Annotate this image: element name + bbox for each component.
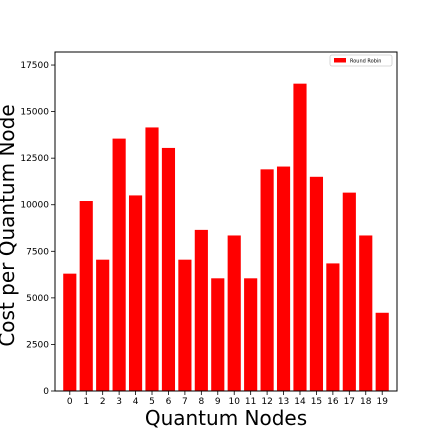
x-tick-label: 0: [67, 397, 73, 407]
x-tick-label: 17: [344, 397, 355, 407]
bar: [310, 177, 323, 391]
y-tick-label: 5000: [26, 294, 49, 304]
bar: [63, 274, 76, 391]
bar: [326, 263, 339, 391]
bar: [80, 201, 93, 391]
bar: [293, 84, 306, 391]
bar: [376, 313, 389, 391]
bar: [244, 278, 257, 391]
bar: [195, 230, 208, 391]
x-tick-label: 3: [116, 397, 122, 407]
bar: [211, 278, 224, 391]
bar: [228, 235, 241, 391]
x-tick-label: 18: [360, 397, 372, 407]
legend-swatch: [334, 58, 346, 63]
bar: [178, 260, 191, 391]
bar: [343, 193, 356, 391]
bar: [129, 195, 142, 391]
y-axis-title: Cost per Quantum Node: [0, 104, 19, 346]
y-tick-label: 7500: [26, 247, 49, 257]
x-tick-label: 4: [133, 397, 139, 407]
x-axis-title: Quantum Nodes: [145, 406, 307, 430]
bar: [145, 127, 158, 391]
bar: [162, 148, 175, 391]
bar: [113, 139, 126, 391]
x-tick-label: 1: [83, 397, 89, 407]
y-tick-label: 12500: [20, 154, 49, 164]
x-tick-label: 19: [376, 397, 388, 407]
y-tick-label: 10000: [20, 201, 49, 211]
x-tick-label: 15: [311, 397, 322, 407]
legend: Round Robin: [330, 55, 392, 66]
bar: [359, 235, 372, 391]
x-tick-label: 16: [327, 397, 339, 407]
legend-label: Round Robin: [350, 59, 381, 65]
bar: [96, 260, 109, 391]
y-tick-label: 15000: [20, 108, 49, 118]
y-tick-label: 2500: [26, 340, 49, 350]
bar: [277, 167, 290, 391]
y-tick-label: 17500: [20, 61, 49, 71]
y-tick-label: 0: [43, 387, 49, 397]
bar: [261, 169, 274, 391]
x-tick-label: 2: [100, 397, 106, 407]
